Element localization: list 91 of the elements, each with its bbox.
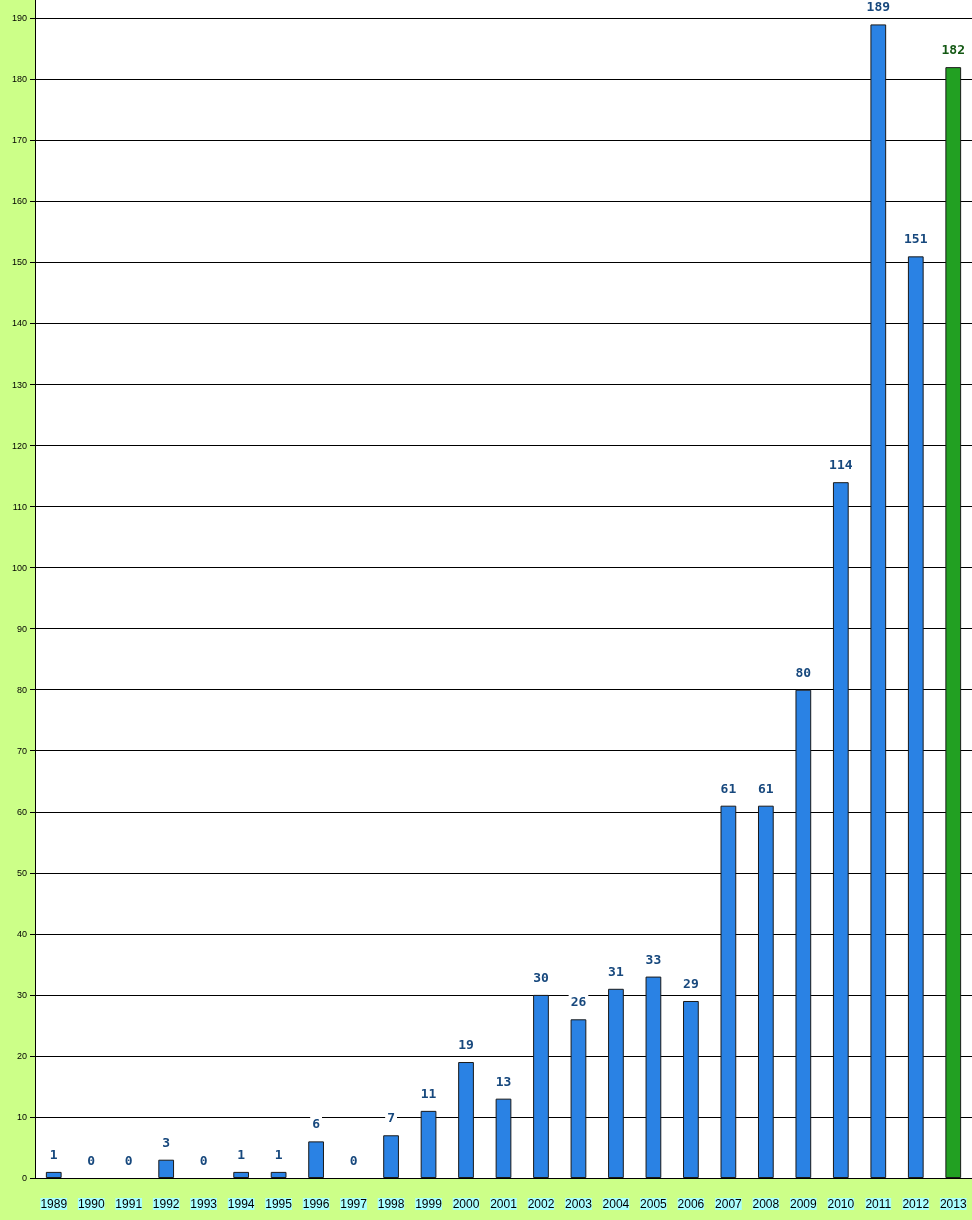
x-tick-label: 1999 (415, 1197, 443, 1211)
bar (608, 988, 624, 1178)
x-tick-label: 1994 (227, 1197, 255, 1211)
x-tick-label: 2010 (827, 1197, 855, 1211)
bar (383, 1135, 399, 1178)
y-tick-label: 10 (16, 1111, 27, 1122)
data-label: 61 (758, 780, 774, 796)
y-tick-label: 90 (16, 623, 27, 634)
x-tick-label: 1992 (152, 1197, 180, 1211)
bar (308, 1141, 324, 1178)
y-tick-label: 140 (11, 318, 27, 329)
bar (945, 67, 962, 1178)
data-label: 26 (570, 994, 587, 1010)
y-tick-label: 160 (11, 196, 27, 207)
y-tick-label: 70 (16, 745, 27, 756)
data-label: 151 (904, 231, 928, 247)
y-tick-label: 50 (16, 867, 27, 878)
data-label: 114 (829, 457, 853, 473)
y-tick-label: 190 (11, 13, 27, 24)
x-tick-label: 2007 (715, 1197, 743, 1211)
y-tick-label: 80 (16, 684, 27, 695)
y-tick-label: 170 (11, 135, 27, 146)
y-tick-label: 60 (16, 806, 27, 817)
x-tick-label: 1997 (340, 1197, 368, 1211)
x-tick-label: 2004 (602, 1197, 630, 1211)
data-label: 1 (237, 1146, 246, 1162)
data-label: 31 (608, 963, 624, 979)
data-label: 189 (866, 0, 891, 15)
bar (683, 1000, 699, 1178)
x-tick-label: 2008 (752, 1197, 780, 1211)
y-tick-label: 120 (11, 440, 27, 451)
bar (645, 976, 662, 1178)
y-tick-label: 130 (11, 379, 27, 390)
bar (570, 1019, 587, 1178)
data-label: 1 (274, 1146, 283, 1162)
x-tick-label: 1996 (302, 1197, 330, 1211)
data-label: 1 (49, 1146, 58, 1162)
bar (158, 1159, 175, 1178)
data-label: 29 (683, 975, 699, 991)
x-tick-label: 2011 (865, 1197, 892, 1211)
data-label: 0 (87, 1153, 96, 1168)
x-tick-label: 2002 (527, 1197, 555, 1211)
x-tick-label: 2009 (789, 1197, 818, 1211)
data-label: 0 (124, 1153, 133, 1168)
bar (458, 1062, 474, 1178)
x-tick-label: 1998 (377, 1197, 405, 1211)
bar (45, 1171, 62, 1178)
x-tick-label: 2003 (565, 1197, 593, 1211)
bar (795, 689, 812, 1178)
x-tick-label: 2005 (640, 1197, 668, 1211)
data-label: 182 (941, 42, 965, 58)
x-tick-label: 2013 (939, 1197, 967, 1211)
data-label: 0 (199, 1153, 208, 1168)
y-tick-label: 20 (16, 1050, 27, 1061)
bar (870, 24, 887, 1178)
x-tick-label: 1990 (77, 1197, 105, 1211)
x-tick-label: 2006 (677, 1197, 705, 1211)
y-tick-label: 0 (21, 1173, 27, 1183)
data-label: 13 (495, 1073, 512, 1089)
x-tick-label: 2000 (452, 1197, 480, 1211)
bar (907, 256, 924, 1178)
data-label: 0 (349, 1153, 358, 1168)
bar (720, 805, 737, 1178)
bar (495, 1098, 512, 1178)
bar (757, 805, 774, 1178)
data-label: 7 (387, 1110, 395, 1126)
bar (832, 482, 849, 1178)
bar (420, 1110, 437, 1178)
data-label: 6 (312, 1116, 321, 1132)
y-tick-label: 100 (11, 562, 27, 573)
x-tick-label: 1995 (265, 1197, 293, 1211)
x-tick-label: 2001 (490, 1197, 518, 1211)
x-tick-label: 2012 (902, 1197, 930, 1211)
data-label: 19 (458, 1037, 474, 1053)
y-tick-label: 180 (11, 74, 27, 85)
y-tick-label: 150 (11, 257, 27, 268)
bar (533, 994, 549, 1178)
data-label: 80 (795, 664, 812, 680)
data-label: 11 (420, 1085, 437, 1101)
bar (270, 1171, 287, 1178)
data-label: 30 (533, 969, 549, 985)
y-tick-label: 40 (16, 928, 27, 939)
data-label: 33 (645, 951, 662, 967)
y-tick-label: 30 (16, 989, 27, 1000)
x-tick-label: 1989 (40, 1197, 68, 1211)
data-label: 61 (720, 780, 737, 796)
x-tick-label: 1991 (115, 1197, 143, 1211)
x-tick-label: 1993 (190, 1197, 218, 1211)
bar (233, 1171, 250, 1178)
y-tick-label: 110 (12, 501, 27, 512)
data-label: 3 (162, 1134, 171, 1150)
